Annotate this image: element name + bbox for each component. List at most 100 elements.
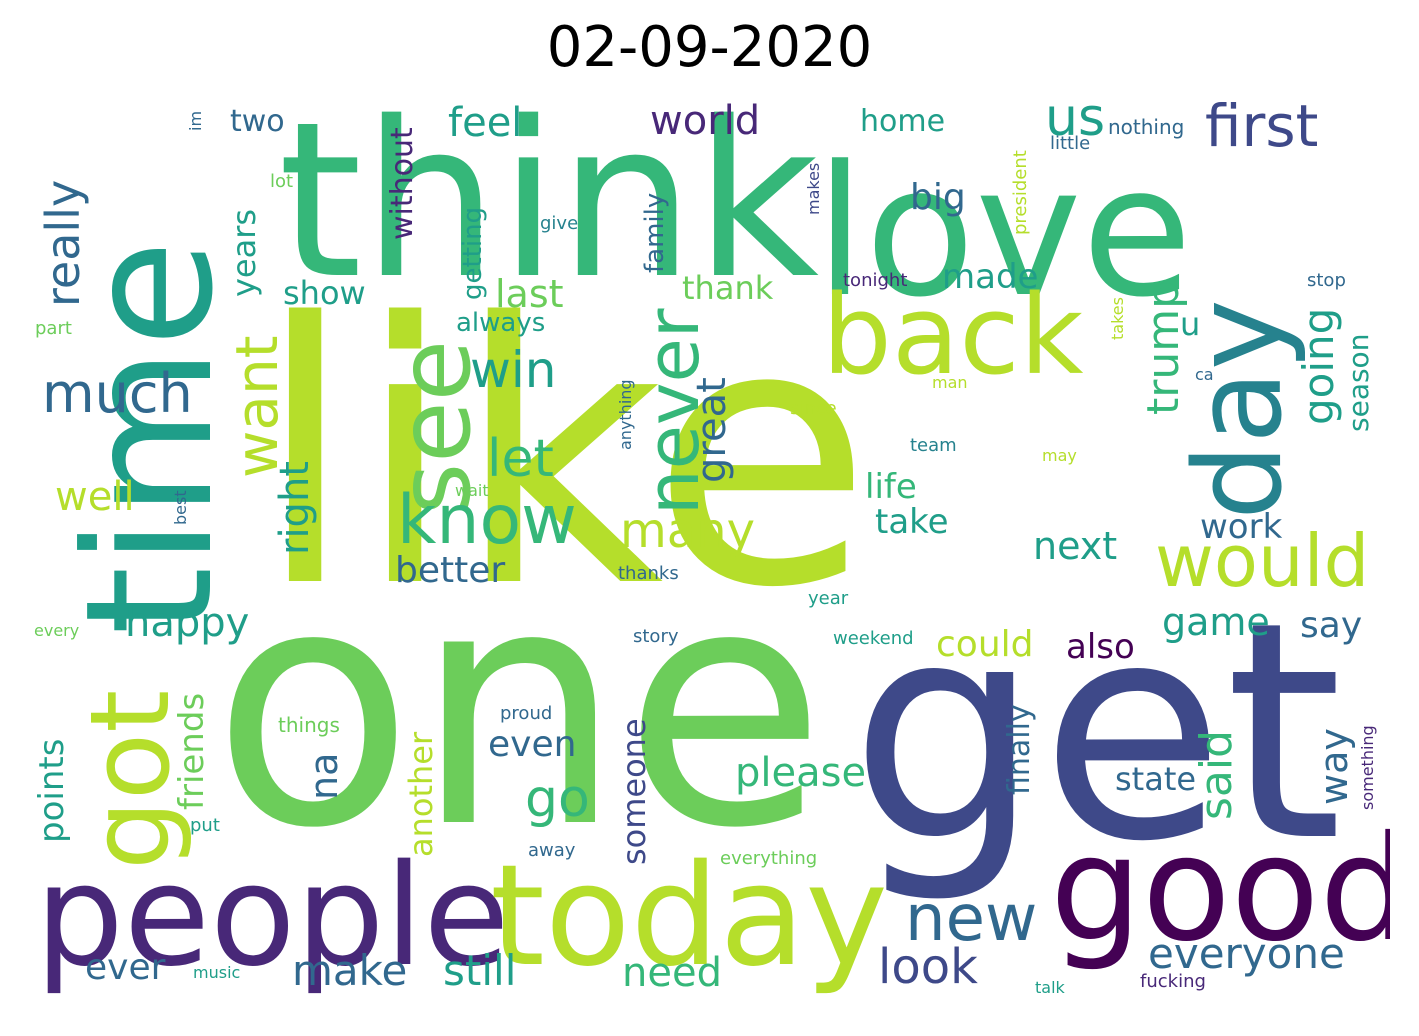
word-getting: getting: [458, 206, 488, 300]
word-lot: lot: [270, 171, 294, 192]
word-look: look: [878, 939, 978, 995]
word-music: music: [193, 963, 241, 982]
word-need: need: [622, 950, 722, 996]
word-last: last: [495, 272, 564, 316]
word-put: put: [190, 815, 220, 836]
word-u: u: [1180, 305, 1201, 343]
word-year: year: [808, 588, 849, 609]
word-know: know: [397, 481, 577, 560]
word-na: na: [302, 752, 346, 800]
word-always: always: [456, 308, 546, 338]
word-thanks: thanks: [618, 563, 679, 584]
word-cloud: like one get think love time people toda…: [30, 95, 1390, 1010]
word-nothing: nothing: [1108, 115, 1185, 139]
word-work: work: [1200, 507, 1283, 547]
word-like: like: [255, 247, 873, 666]
word-every: every: [34, 621, 80, 640]
word-first: first: [1205, 95, 1319, 160]
word-everything: everything: [720, 848, 818, 869]
word-right: right: [272, 461, 318, 555]
word-people: people: [35, 835, 510, 998]
word-weekend: weekend: [833, 628, 914, 649]
word-world: world: [650, 98, 761, 144]
word-points: points: [32, 738, 72, 843]
word-part: part: [35, 318, 72, 339]
word-show: show: [283, 274, 366, 312]
word-say: say: [1300, 605, 1363, 646]
word-something: something: [1358, 725, 1377, 810]
chart-title: 02-09-2020: [546, 15, 873, 80]
word-story: story: [633, 626, 679, 647]
word-without: without: [385, 127, 420, 240]
word-two: two: [230, 104, 285, 139]
word-years: years: [225, 208, 263, 297]
word-president: president: [1010, 150, 1031, 235]
word-love: love: [815, 128, 1193, 337]
word-many: many: [620, 503, 755, 559]
word-back: back: [822, 271, 1084, 399]
word-everyone: everyone: [1148, 929, 1345, 978]
word-much: much: [42, 362, 193, 425]
word-season: season: [1342, 333, 1375, 432]
word-life: life: [865, 467, 917, 507]
word-big: big: [910, 177, 966, 218]
word-team: team: [910, 435, 957, 456]
word-go: go: [525, 769, 590, 829]
word-give: give: [540, 213, 579, 234]
word-finally: finally: [1002, 704, 1037, 795]
word-tonight: tonight: [843, 270, 908, 291]
word-home: home: [860, 104, 946, 139]
word-would: would: [1155, 519, 1370, 603]
word-think: think: [278, 95, 820, 326]
word-makes: makes: [804, 162, 823, 215]
word-great: great: [689, 377, 735, 483]
word-even: even: [488, 724, 577, 765]
word-really: really: [36, 179, 90, 307]
word-friends: friends: [172, 692, 212, 810]
word-want: want: [223, 335, 291, 478]
word-next: next: [1033, 524, 1118, 568]
word-thank: thank: [682, 269, 774, 307]
word-way: way: [1312, 728, 1356, 805]
word-get: get: [850, 558, 1343, 907]
word-may: may: [1042, 446, 1077, 465]
word-family: family: [640, 192, 670, 273]
word-good: good: [1050, 805, 1390, 974]
word-game: game: [1162, 600, 1270, 644]
word-ca: ca: [1195, 365, 1214, 384]
word-takes: takes: [1108, 297, 1127, 340]
word-made: made: [942, 257, 1039, 297]
word-happy: happy: [125, 600, 250, 646]
word-better: better: [395, 550, 506, 591]
word-someone: someone: [615, 718, 653, 865]
word-got: got: [66, 689, 194, 870]
word-also: also: [1066, 627, 1135, 667]
word-fucking: fucking: [1140, 971, 1206, 992]
word-anything: anything: [616, 379, 635, 450]
word-wait: wait: [455, 481, 489, 500]
word-proud: proud: [500, 703, 553, 724]
word-state: state: [1115, 760, 1197, 798]
word-said: said: [1191, 729, 1242, 820]
word-take: take: [875, 502, 949, 542]
word-stop: stop: [1307, 270, 1346, 291]
word-little: little: [1050, 133, 1091, 154]
word-best: best: [171, 490, 190, 525]
word-trump: trump: [1138, 280, 1189, 415]
word-feel: feel: [448, 100, 523, 146]
word-since: since: [790, 398, 837, 419]
word-still: still: [443, 946, 517, 995]
word-new: new: [905, 882, 1038, 956]
word-could: could: [936, 624, 1034, 665]
word-away: away: [528, 840, 576, 861]
word-another: another: [402, 731, 440, 857]
word-let: let: [487, 429, 554, 489]
word-us: us: [1045, 95, 1106, 148]
word-ever: ever: [85, 947, 166, 988]
word-things: things: [278, 713, 340, 737]
word-one: one: [212, 516, 827, 900]
word-going: going: [1294, 307, 1343, 425]
word-well: well: [55, 474, 135, 520]
word-make: make: [292, 946, 408, 995]
word-win: win: [470, 341, 557, 399]
